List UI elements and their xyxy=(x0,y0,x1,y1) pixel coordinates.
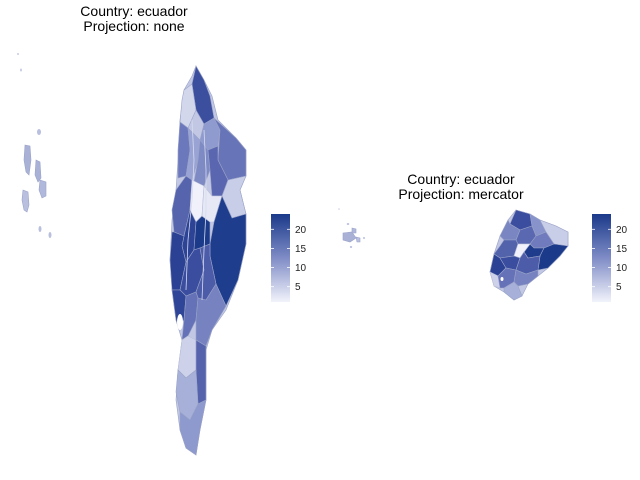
island xyxy=(23,144,32,176)
legend-tick-label: 10 xyxy=(295,263,307,274)
legend-mercator: 20 15 10 5 xyxy=(592,214,628,302)
legend-tick-label: 15 xyxy=(295,244,307,255)
island-gap xyxy=(177,314,183,330)
island xyxy=(17,53,19,55)
legend-tick-label: 10 xyxy=(616,263,628,274)
island xyxy=(37,129,41,135)
panel-mercator: Country: ecuador Projection: mercator xyxy=(338,171,628,302)
galapagos-islands xyxy=(17,53,52,238)
province xyxy=(179,399,207,456)
legend-none: 20 15 10 5 xyxy=(271,214,307,302)
legend-tick-label: 20 xyxy=(616,225,628,236)
province xyxy=(195,283,227,347)
province xyxy=(177,335,197,379)
province xyxy=(181,291,199,341)
panel-title-line1: Country: ecuador xyxy=(80,3,188,19)
island xyxy=(34,159,42,183)
island xyxy=(38,179,47,199)
legend-tick-label: 20 xyxy=(295,225,307,236)
island xyxy=(20,68,22,72)
legend-colorbar xyxy=(271,214,290,302)
legend-tick-label: 5 xyxy=(295,282,301,293)
panel-title-line2: Projection: none xyxy=(83,18,184,34)
legend-colorbar xyxy=(592,214,611,302)
province xyxy=(503,281,523,301)
panel-title-line2: Projection: mercator xyxy=(398,186,524,202)
mainland xyxy=(169,65,247,456)
galapagos-islands xyxy=(338,208,365,248)
island xyxy=(38,226,42,232)
panel-none: Country: ecuador Projection: none xyxy=(17,3,307,456)
panel-title-line1: Country: ecuador xyxy=(407,171,515,187)
legend-tick-label: 5 xyxy=(616,282,622,293)
island xyxy=(48,232,52,238)
island xyxy=(342,231,357,243)
legend-tick-label: 15 xyxy=(616,244,628,255)
mainland xyxy=(489,209,569,301)
island xyxy=(21,189,30,213)
